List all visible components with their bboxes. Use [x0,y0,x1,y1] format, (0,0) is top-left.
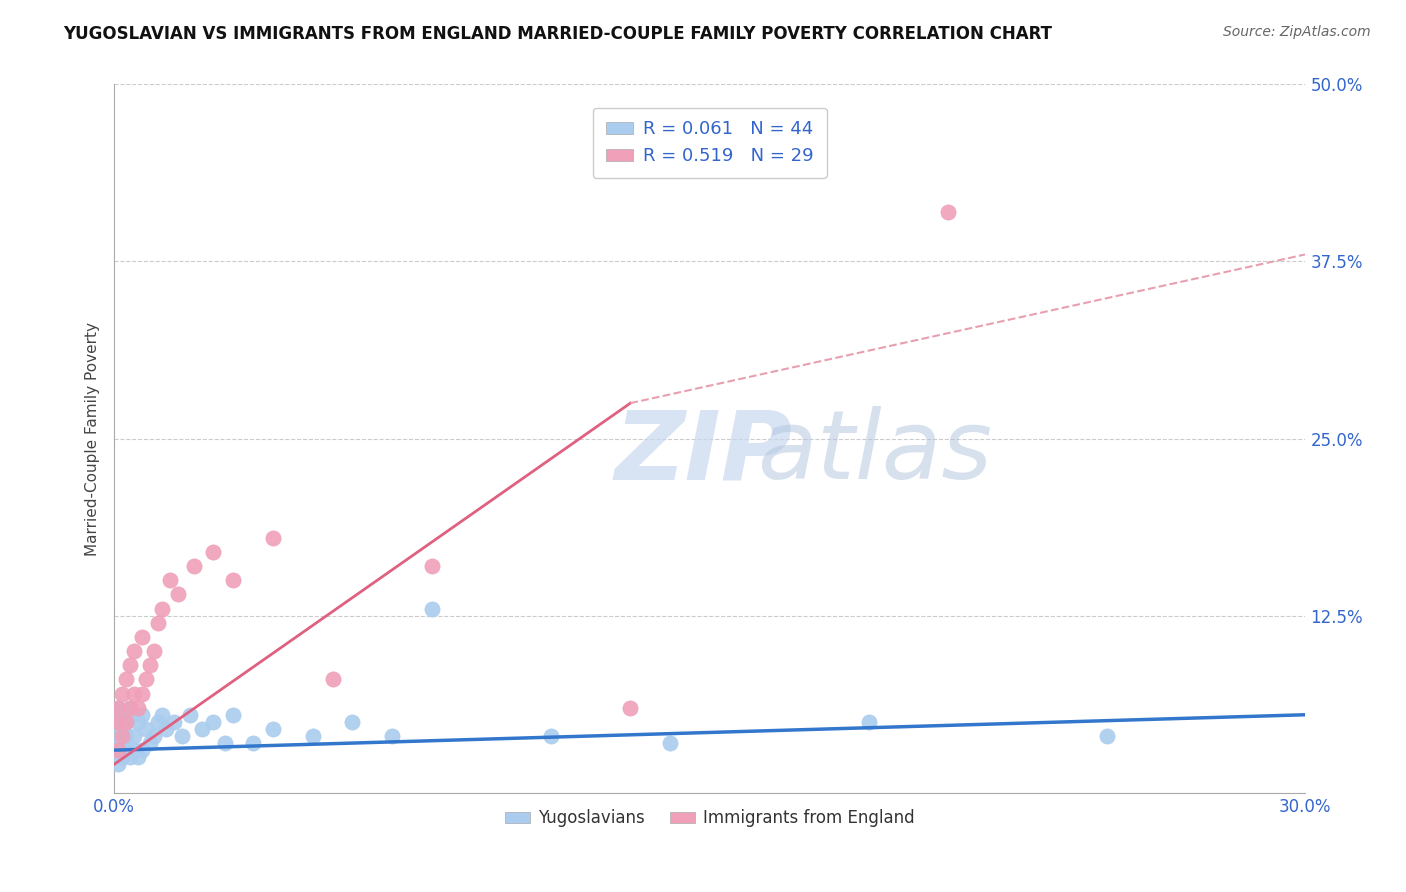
Point [107,743,129,757]
Point [127,700,149,714]
Point [142,729,165,743]
Point [107,700,129,714]
Point [150,707,173,722]
Point [115,714,138,729]
Point [202,714,225,729]
Point [262,531,284,545]
Point [107,700,129,714]
Point [202,545,225,559]
Point [115,743,138,757]
Point [242,736,264,750]
Point [111,707,134,722]
Point [179,707,201,722]
Point [142,644,165,658]
Point [381,729,404,743]
Text: Source: ZipAtlas.com: Source: ZipAtlas.com [1223,25,1371,39]
Point [122,686,145,700]
Point [155,722,177,736]
Point [115,714,138,729]
Point [111,686,134,700]
Point [214,736,236,750]
Point [262,722,284,736]
Point [122,743,145,757]
Point [146,714,169,729]
Point [107,714,129,729]
Point [420,559,443,574]
Point [166,587,188,601]
Point [122,729,145,743]
Point [1095,729,1118,743]
Point [107,714,129,729]
Point [183,559,205,574]
Y-axis label: Married-Couple Family Poverty: Married-Couple Family Poverty [86,321,100,556]
Point [301,729,323,743]
Point [135,673,157,687]
Point [420,601,443,615]
Point [115,673,138,687]
Point [107,729,129,743]
Point [131,707,153,722]
Point [131,630,153,644]
Point [131,686,153,700]
Point [146,615,169,630]
Point [659,736,682,750]
Point [122,707,145,722]
Point [120,700,142,714]
Point [127,750,149,764]
Point [120,658,142,673]
Point [135,722,157,736]
Point [139,658,162,673]
Point [159,573,181,587]
Point [936,205,959,219]
Point [139,736,162,750]
Point [222,573,245,587]
Point [107,743,129,757]
Point [150,601,173,615]
Point [131,743,153,757]
Point [222,707,245,722]
Point [163,714,186,729]
Point [120,700,142,714]
Point [111,722,134,736]
Point [619,700,641,714]
Point [127,714,149,729]
Point [111,750,134,764]
Point [540,729,562,743]
Point [111,729,134,743]
Point [120,750,142,764]
Point [342,714,364,729]
Text: YUGOSLAVIAN VS IMMIGRANTS FROM ENGLAND MARRIED-COUPLE FAMILY POVERTY CORRELATION: YUGOSLAVIAN VS IMMIGRANTS FROM ENGLAND M… [63,25,1052,43]
Point [107,757,129,772]
Point [170,729,193,743]
Point [111,736,134,750]
Point [122,644,145,658]
Point [858,714,880,729]
Text: atlas: atlas [758,406,993,500]
Point [115,729,138,743]
Point [322,673,344,687]
Text: ZIP: ZIP [614,406,793,500]
Point [190,722,212,736]
Legend: Yugoslavians, Immigrants from England: Yugoslavians, Immigrants from England [498,803,921,834]
